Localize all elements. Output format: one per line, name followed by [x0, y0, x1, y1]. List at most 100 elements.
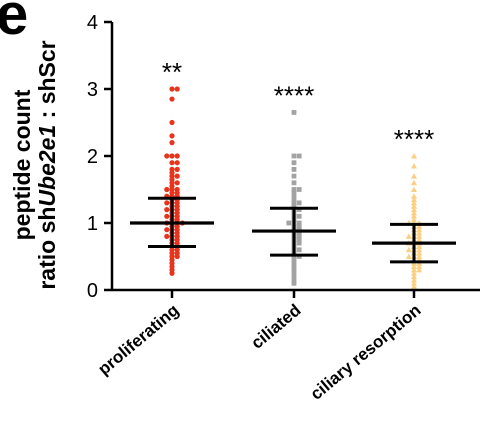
y-tick-label: 0 [87, 280, 98, 302]
data-point [291, 257, 297, 263]
data-point [169, 96, 175, 102]
data-point [405, 253, 412, 259]
data-point [291, 264, 297, 269]
data-point [174, 180, 180, 186]
data-point [291, 110, 297, 115]
significance-label: ** [162, 57, 182, 87]
x-axis: proliferating ciliated ciliary resorption [94, 288, 480, 404]
data-point [296, 223, 302, 229]
data-point [411, 209, 417, 216]
y-axis-label-line2: ratio shUbe2e1 : shScr [34, 40, 60, 289]
data-point [411, 153, 417, 159]
data-point [291, 260, 297, 266]
data-point [164, 213, 170, 219]
data-point [291, 270, 297, 276]
data-point [416, 223, 423, 229]
data-point [411, 179, 417, 186]
data-point [416, 263, 423, 270]
data-point [411, 199, 417, 206]
data-point [416, 266, 423, 273]
data-point [296, 153, 302, 159]
data-point [174, 160, 180, 166]
data-point [411, 196, 417, 203]
y-tick-label: 4 [87, 12, 98, 34]
data-point [411, 186, 417, 192]
y-tick-label: 1 [87, 213, 98, 235]
x-tick-label: proliferating [94, 301, 182, 379]
data-point [416, 250, 423, 256]
data-point [291, 280, 297, 286]
y-tick-label: 3 [87, 79, 98, 101]
data-point [411, 280, 417, 286]
data-point [416, 233, 423, 239]
data-point [291, 190, 297, 196]
data-point [169, 119, 175, 126]
data-point [169, 86, 175, 92]
data-point [296, 187, 302, 192]
data-point [411, 270, 417, 276]
data-point [411, 173, 417, 179]
data-point [291, 167, 297, 172]
data-point [296, 247, 302, 253]
y-axis-label: peptide count ratio shUbe2e1 : shScr [9, 40, 60, 289]
data-point [169, 153, 175, 159]
data-point [169, 133, 175, 139]
data-point [169, 140, 175, 146]
group-2: **** [372, 124, 456, 290]
data-point [291, 267, 297, 273]
data-point [164, 200, 170, 206]
y-axis-label-gene: Ube2e1 [34, 125, 60, 207]
data-point [411, 216, 417, 223]
data-point [411, 213, 417, 219]
data-point [164, 186, 170, 193]
data-point [411, 203, 417, 209]
panel-label: e [0, 0, 29, 47]
x-tick-label: ciliated [247, 301, 304, 353]
data-point [291, 197, 297, 202]
data-point [411, 266, 417, 273]
data-point [296, 200, 302, 206]
data-point [411, 206, 417, 213]
data-point [174, 253, 180, 260]
data-point [291, 274, 297, 279]
data-point [405, 246, 412, 253]
data-point [174, 153, 180, 159]
x-tick-label: ciliary resorption [307, 301, 425, 404]
y-tick-label: 2 [87, 146, 98, 168]
data-point [416, 236, 423, 243]
data-point [174, 86, 180, 92]
group-0: ** [130, 57, 214, 276]
data-point [291, 200, 297, 206]
data-point [296, 237, 302, 243]
data-point [416, 246, 423, 253]
y-axis-label-line1: peptide count [9, 89, 35, 240]
data-point [164, 233, 170, 239]
data-point [164, 227, 170, 233]
data-point [411, 263, 417, 270]
groups: ********** [130, 57, 456, 290]
data-point [169, 270, 175, 276]
y-axis-label-suffix: : shScr [34, 40, 60, 124]
data-point [174, 166, 180, 172]
significance-label: **** [274, 80, 314, 110]
data-point [291, 203, 297, 209]
y-axis: 0 1 2 3 4 [87, 12, 114, 302]
data-point [411, 193, 417, 199]
significance-label: **** [394, 124, 434, 154]
data-point [291, 173, 297, 179]
data-point [296, 230, 302, 236]
data-point [411, 283, 417, 290]
data-point [296, 234, 302, 239]
data-point [169, 160, 175, 166]
group-1: **** [252, 80, 336, 286]
data-point [286, 220, 292, 226]
data-point [405, 233, 412, 239]
data-point [291, 193, 297, 199]
data-point [416, 230, 423, 236]
data-point [296, 220, 302, 226]
data-point [411, 276, 417, 283]
data-point [411, 273, 417, 280]
data-point [291, 187, 297, 192]
data-point [411, 163, 417, 169]
